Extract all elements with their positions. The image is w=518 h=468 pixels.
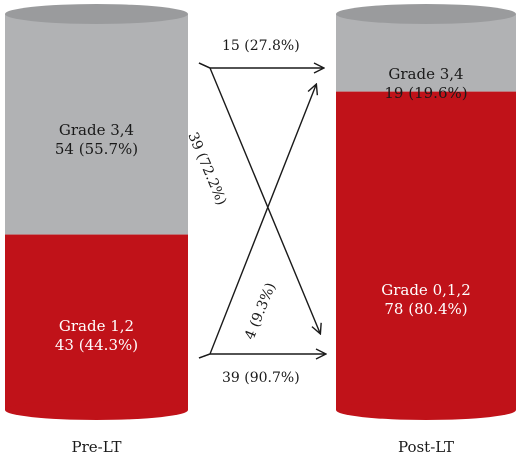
pre-lt-grade34-segment — [5, 14, 188, 235]
pre-lt-top-grade: Grade 3,4 — [58, 121, 135, 139]
post-lt-top-count: 19 (19.6%) — [384, 84, 468, 102]
flow-label-high-to-high: 15 (27.8%) — [222, 38, 300, 54]
pre-lt-bottom-label: Grade 1,2 43 (44.3%) — [5, 317, 188, 355]
post-lt-axis-label: Post-LT — [397, 438, 455, 456]
pre-lt-grade12-segment — [5, 234, 188, 410]
arrow-low-to-low — [198, 354, 325, 358]
flow-label-low-to-low: 39 (90.7%) — [222, 370, 300, 386]
pre-lt-axis-label: Pre-LT — [71, 438, 122, 456]
post-lt-bottom-cap — [336, 400, 516, 420]
post-lt-grade34-segment — [336, 14, 516, 92]
post-lt-top-cap — [336, 4, 516, 24]
post-lt-bottom-count: 78 (80.4%) — [384, 300, 468, 318]
post-lt-bottom-label: Grade 0,1,2 78 (80.4%) — [336, 281, 516, 319]
pre-lt-bottom-grade: Grade 1,2 — [58, 317, 135, 335]
flow-arrows — [198, 62, 325, 358]
pre-lt-cylinder — [5, 4, 188, 420]
post-lt-bottom-grade: Grade 0,1,2 — [381, 281, 471, 299]
pre-lt-top-label: Grade 3,4 54 (55.7%) — [5, 121, 188, 159]
arrow-high-to-low — [198, 62, 320, 333]
post-lt-top-label: Grade 3,4 19 (19.6%) — [336, 65, 516, 103]
arrow-high-to-high — [198, 62, 323, 68]
pre-lt-bottom-count: 43 (44.3%) — [54, 336, 139, 354]
post-lt-cylinder — [336, 4, 516, 420]
pre-lt-bottom-cap — [5, 400, 188, 420]
pre-lt-top-count: 54 (55.7%) — [54, 140, 139, 158]
post-lt-grade012-segment — [336, 91, 516, 410]
pre-lt-top-cap — [5, 4, 188, 24]
post-lt-top-grade: Grade 3,4 — [388, 65, 464, 83]
